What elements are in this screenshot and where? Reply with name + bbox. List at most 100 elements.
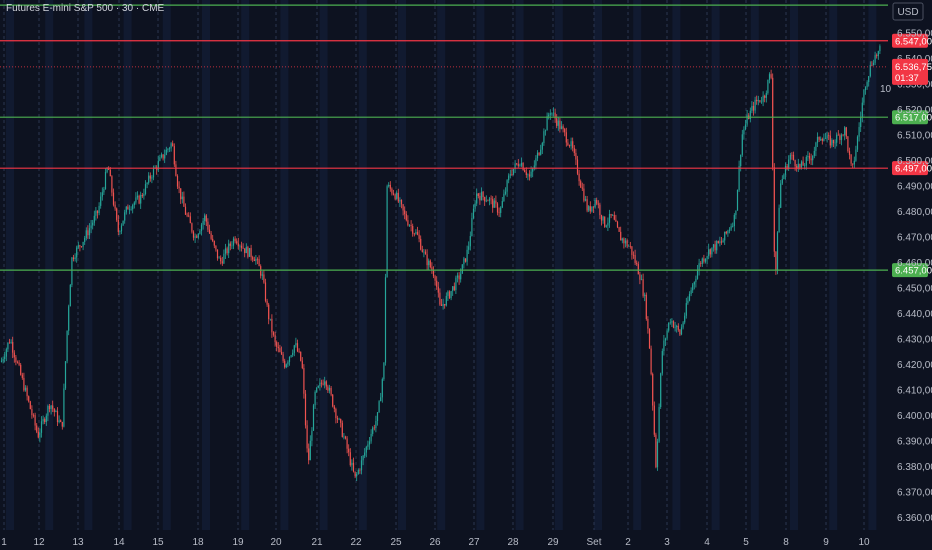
candle-body [650, 348, 652, 374]
candle-body [120, 225, 123, 232]
price-tick-label: 6.390,00 [897, 436, 932, 447]
candle-body [775, 251, 777, 270]
candle-body [378, 401, 380, 413]
session-band [790, 0, 798, 530]
candle-body [837, 134, 839, 136]
session-band [123, 0, 132, 530]
candle-body [271, 318, 273, 333]
date-tick-label: 2 [625, 537, 631, 548]
candle-body [308, 448, 310, 461]
candle-body [588, 206, 590, 211]
candle-body [26, 387, 28, 397]
session-band [750, 0, 759, 530]
candle-body [256, 258, 259, 260]
date-tick-label: 21 [311, 537, 323, 548]
currency-button[interactable]: USD [892, 2, 924, 21]
candle-body [533, 165, 535, 169]
candle-body [340, 418, 342, 423]
candle-body [7, 342, 9, 350]
candle-body [344, 436, 347, 439]
candle-body [476, 193, 478, 204]
session-band [711, 0, 720, 530]
candle-body [423, 251, 425, 253]
date-tick-label: 9 [823, 537, 829, 548]
candle-body [788, 159, 790, 170]
candle-body [132, 204, 134, 210]
candle-body [722, 240, 724, 243]
candle-body [50, 405, 52, 410]
candle-body [64, 361, 67, 389]
session-band [594, 0, 602, 530]
candle-body [759, 100, 761, 102]
candle-body [688, 294, 691, 301]
price-tick-label: 6.510,00 [897, 131, 932, 142]
candle-body [202, 220, 204, 225]
candle-body [320, 382, 323, 384]
candle-body [408, 225, 411, 226]
side-marker: 10 [880, 84, 892, 95]
date-tick-label: 8 [783, 537, 789, 548]
candle-body [773, 167, 775, 252]
session-band [241, 0, 250, 530]
candle-body [496, 203, 499, 213]
candle-body [111, 176, 113, 193]
candle-body [437, 286, 439, 293]
candle-body [333, 406, 335, 409]
candle-body [660, 373, 662, 408]
candle-body [266, 300, 268, 305]
candle-body [175, 164, 177, 176]
candle-body [551, 112, 553, 114]
candle-body [626, 240, 628, 247]
candle-body [480, 191, 483, 201]
candle-body [493, 200, 495, 208]
candle-body [420, 238, 422, 250]
candle-body [268, 304, 270, 320]
candle-body [581, 187, 583, 189]
candle-body [112, 192, 115, 205]
candle-body [746, 115, 748, 125]
candle-body [530, 171, 532, 177]
candle-body [76, 247, 78, 258]
candle-body [119, 231, 121, 232]
candle-body [319, 382, 321, 387]
candle-body [306, 425, 308, 449]
candle-body [136, 195, 139, 198]
candle-body [512, 168, 515, 175]
candle-body [36, 425, 38, 432]
candle-body [640, 279, 643, 280]
candle-body [191, 223, 193, 232]
candle-body [616, 221, 619, 228]
candle-body [332, 394, 334, 407]
currency-label: USD [897, 7, 918, 18]
candle-body [386, 186, 388, 278]
session-band [280, 0, 289, 530]
candle-body [727, 230, 729, 234]
candle-body [687, 300, 689, 304]
candle-body [677, 325, 679, 330]
price-tick-label: 6.460,00 [897, 258, 932, 269]
time-scale[interactable]: 1 12 13 14 15 18 19 20 21 22 25 26 27 28 29 Set 2 3 4 5 8 9 10 [1, 537, 870, 548]
price-tick-label: 6.450,00 [897, 283, 932, 294]
candle-body [389, 184, 391, 189]
candle-body [68, 306, 70, 331]
candle-body [644, 294, 646, 296]
session-band [84, 0, 93, 530]
candle-body [464, 258, 467, 262]
candle-body [672, 321, 675, 328]
candle-body [735, 210, 737, 216]
candle-body [348, 448, 350, 453]
candle-body [831, 139, 833, 146]
price-tick-label: 6.420,00 [897, 360, 932, 371]
candle-body [554, 112, 556, 119]
candle-body [736, 189, 739, 211]
candle-body [453, 286, 455, 290]
candle-body [492, 198, 494, 208]
candle-body [869, 65, 871, 77]
candle-body [602, 216, 604, 221]
candle-body [232, 238, 235, 246]
candle-body [580, 181, 582, 188]
candle-body [664, 338, 667, 341]
